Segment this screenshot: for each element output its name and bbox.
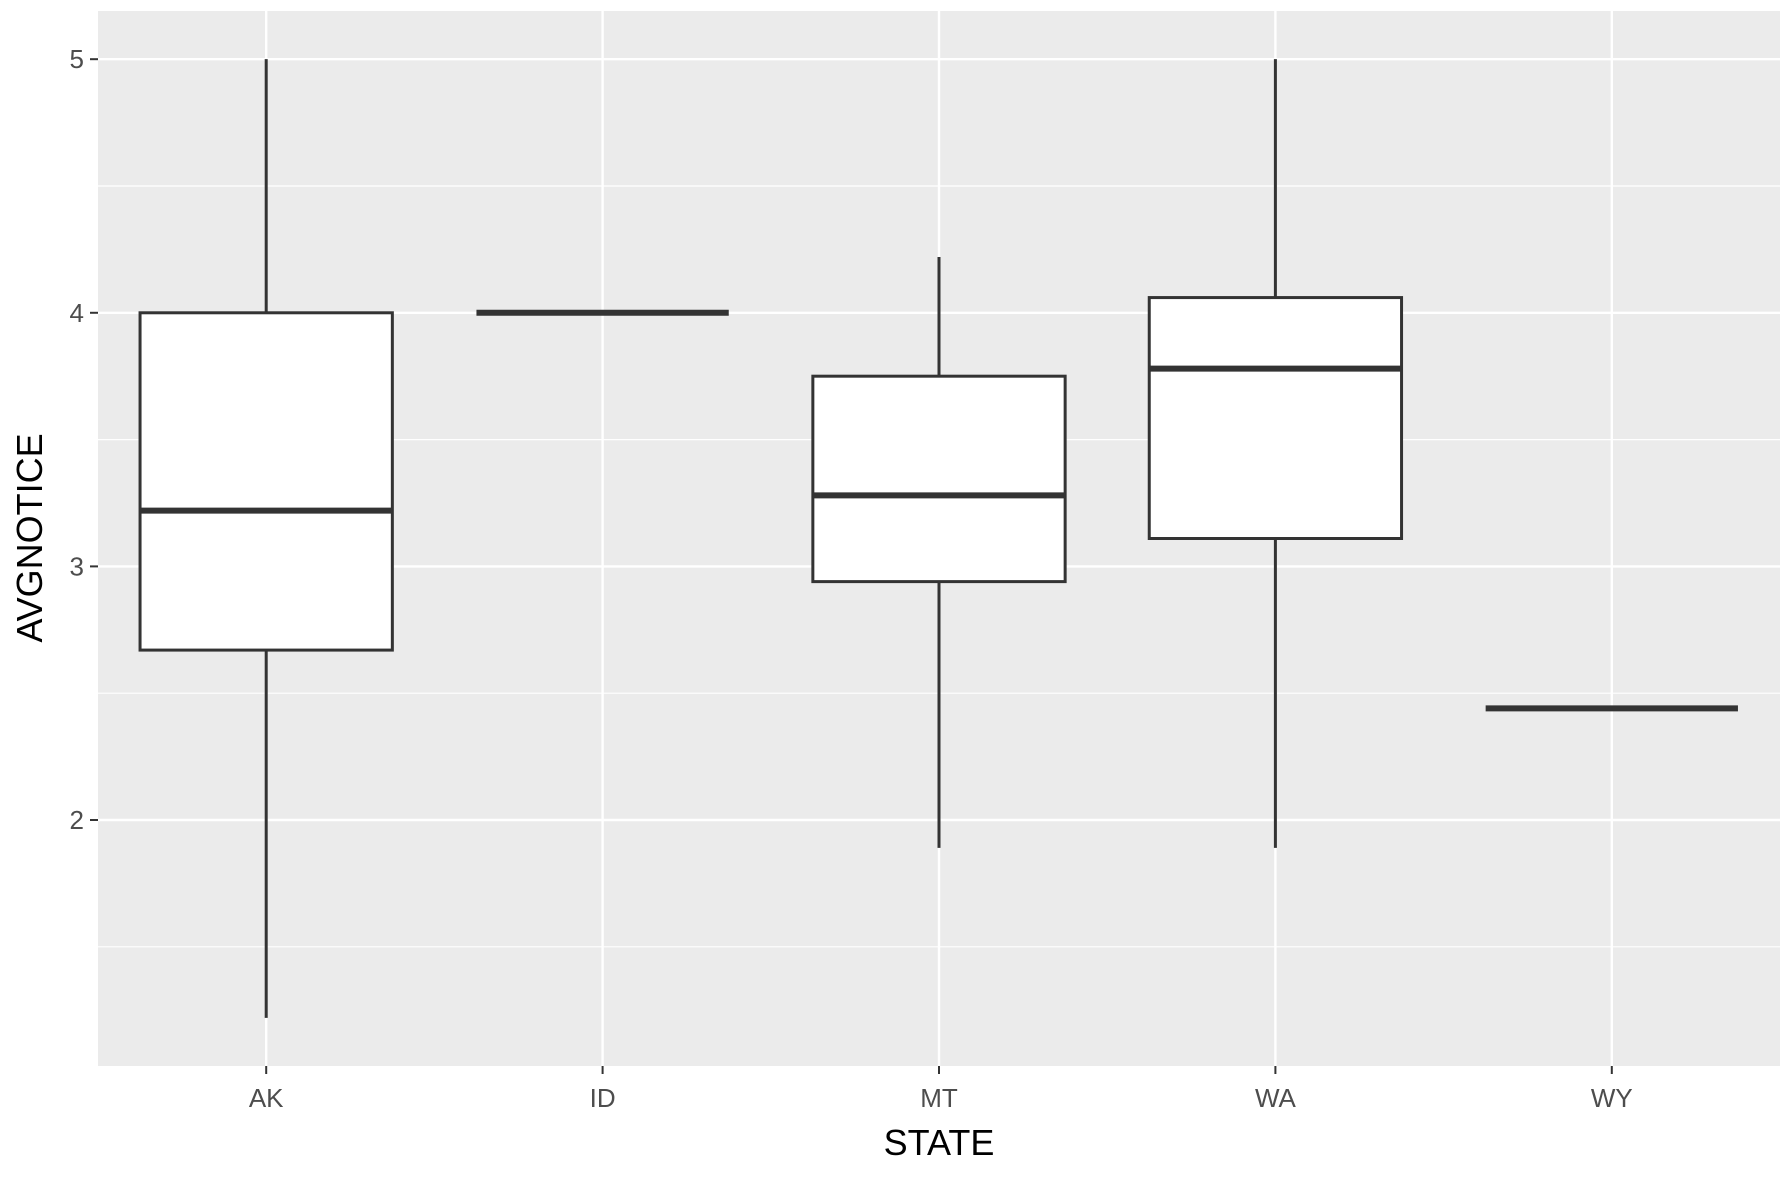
y-tick-label: 4: [70, 298, 84, 328]
y-tick-label: 3: [70, 551, 84, 581]
x-tick-label: ID: [590, 1083, 616, 1113]
y-tick-label: 2: [70, 805, 84, 835]
x-tick-label: MT: [920, 1083, 958, 1113]
x-tick-label: WY: [1591, 1083, 1633, 1113]
x-tick-label: WA: [1255, 1083, 1297, 1113]
x-tick-label: AK: [249, 1083, 284, 1113]
box-iqr: [811, 374, 1067, 584]
box-layer: [138, 59, 1738, 1018]
x-axis: AK ID MT WA WY: [249, 1066, 1633, 1113]
y-axis-title: AVGNOTICE: [9, 433, 50, 642]
y-tick-label: 5: [70, 44, 84, 74]
box-ak: [138, 59, 394, 1018]
box-mt: [811, 256, 1067, 848]
box-iqr: [1147, 296, 1404, 540]
y-axis: 2 3 4 5: [70, 44, 98, 835]
box-iqr: [138, 311, 394, 652]
x-axis-title: STATE: [884, 1122, 995, 1163]
box-wa: [1147, 59, 1404, 848]
